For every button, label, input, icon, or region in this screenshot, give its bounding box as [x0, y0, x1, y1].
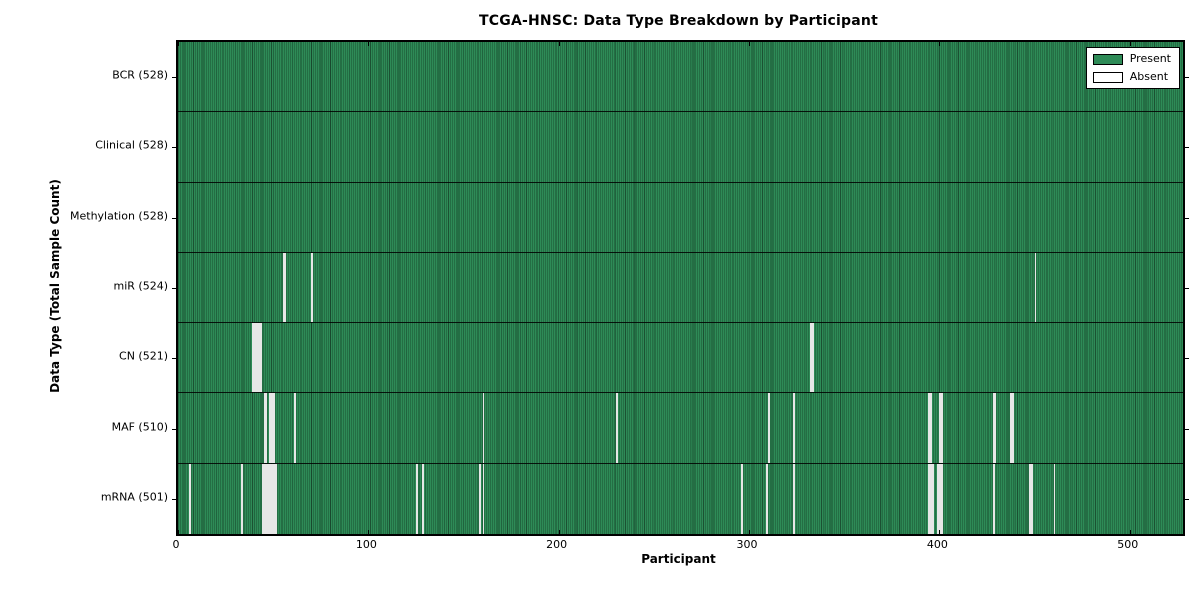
absent-gap [741, 463, 744, 534]
absent-gap [421, 463, 424, 534]
y-tick-mark [1185, 428, 1189, 430]
absent-gap [927, 393, 932, 463]
absent-gap [252, 323, 262, 393]
x-tick-mark [749, 42, 751, 46]
y-tick-mark [1185, 77, 1189, 79]
absent-gap [768, 393, 770, 463]
row-bcr [178, 42, 1183, 113]
absent-gap [282, 252, 287, 323]
absent-gap [478, 463, 481, 534]
absent-gap [939, 393, 944, 463]
x-tick-label: 200 [546, 538, 568, 551]
x-tick-label: 500 [1117, 538, 1139, 551]
x-tick-mark [749, 530, 751, 534]
x-axis-label: Participant [641, 552, 716, 566]
absent-gap [809, 323, 814, 393]
y-tick-mark [172, 498, 176, 500]
absent-gap [263, 393, 268, 463]
absent-gap [189, 463, 192, 534]
row-maf [178, 393, 1183, 464]
row-cn [178, 323, 1183, 394]
absent-gap [261, 463, 277, 534]
x-tick-mark [1129, 42, 1131, 46]
absent-gap [269, 393, 276, 463]
legend: Present Absent [1085, 47, 1180, 89]
absent-gap [1028, 463, 1033, 534]
x-tick-label: 400 [926, 538, 948, 551]
absent-gap [615, 393, 618, 463]
y-tick-mark [1185, 147, 1189, 149]
row-mrna [178, 463, 1183, 534]
y-tick-mark [172, 428, 176, 430]
x-tick-mark [368, 42, 370, 46]
y-tick-mark [172, 217, 176, 219]
absent-gap [1034, 252, 1037, 323]
y-tick-label-mrna: mRNA (501) [100, 490, 168, 504]
absent-gap [240, 463, 243, 534]
y-tick-label-mir: miR (524) [113, 279, 169, 293]
y-tick-mark [172, 147, 176, 149]
absent-gap [766, 463, 769, 534]
legend-label-absent: Absent [1129, 70, 1169, 83]
absent-gap [992, 393, 997, 463]
absent-gap [482, 463, 485, 534]
row-methylation [178, 182, 1183, 253]
x-tick-label: 0 [172, 538, 180, 551]
absent-gap [482, 393, 485, 463]
absent-gap [1009, 393, 1014, 463]
y-tick-label-cn: CN (521) [119, 349, 168, 363]
x-tick-mark [178, 42, 179, 46]
absent-gap [311, 252, 314, 323]
x-tick-mark [558, 42, 560, 46]
y-tick-mark [1185, 358, 1189, 360]
y-tick-label-maf: MAF (510) [111, 420, 168, 434]
absent-gap [1053, 463, 1056, 534]
y-tick-mark [1185, 498, 1189, 500]
y-tick-mark [1185, 288, 1189, 289]
y-tick-mark [172, 358, 176, 360]
y-tick-mark [172, 288, 176, 289]
x-tick-label: 100 [355, 538, 377, 551]
x-tick-mark [558, 530, 560, 534]
legend-entry-present: Present [1092, 52, 1171, 65]
y-tick-mark [1185, 217, 1189, 219]
y-axis-label: Data Type (Total Sample Count) [48, 179, 62, 393]
absent-gap [415, 463, 418, 534]
absent-gap [792, 463, 795, 534]
row-mir [178, 252, 1183, 324]
absent-gap [294, 393, 296, 463]
absent-gap [792, 393, 795, 463]
y-tick-label-bcr: BCR (528) [112, 68, 168, 82]
plot-area: Present Absent [172, 40, 1189, 536]
x-tick-mark [368, 530, 370, 534]
legend-swatch-present-icon [1092, 53, 1123, 65]
legend-label-present: Present [1129, 52, 1171, 65]
y-tick-mark [172, 77, 176, 79]
x-tick-label: 300 [736, 538, 758, 551]
absent-gap [992, 463, 995, 534]
x-tick-mark [939, 530, 941, 534]
row-clinical [178, 112, 1183, 183]
x-tick-mark [1129, 530, 1131, 534]
chart-title: TCGA-HNSC: Data Type Breakdown by Partic… [479, 13, 878, 29]
y-tick-label-clinical: Clinical (528) [95, 138, 168, 152]
x-tick-mark [939, 42, 941, 46]
legend-entry-absent: Absent [1092, 70, 1171, 83]
absent-gap [927, 463, 934, 534]
y-tick-label-methylation: Methylation (528) [70, 209, 168, 223]
legend-swatch-absent-icon [1092, 71, 1123, 83]
x-tick-mark [178, 530, 179, 534]
absent-gap [937, 463, 944, 534]
